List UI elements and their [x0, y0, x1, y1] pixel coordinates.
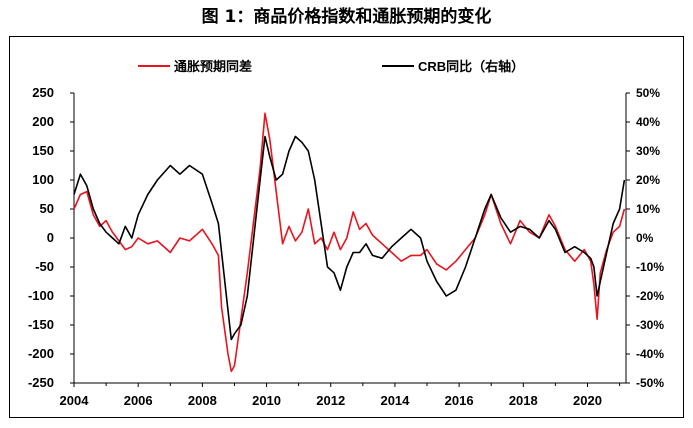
left-tick-label: 150	[32, 143, 54, 158]
left-tick-label: -200	[28, 346, 54, 361]
x-tick-label: 2006	[124, 393, 153, 408]
x-tick-label: 2014	[380, 393, 410, 408]
x-tick-label: 2010	[252, 393, 281, 408]
series-line-crb-yoy	[73, 135, 626, 341]
x-tick-label: 2020	[573, 393, 602, 408]
right-tick-label: -40%	[636, 347, 664, 361]
right-tick-label: -30%	[636, 318, 664, 332]
left-tick-label: -250	[28, 375, 54, 390]
left-tick-label: 250	[32, 85, 54, 100]
right-tick-label: -10%	[636, 260, 664, 274]
left-tick-label: 50	[40, 201, 54, 216]
x-tick-label: 2004	[60, 393, 90, 408]
right-tick-label: 30%	[636, 144, 660, 158]
right-tick-label: 10%	[636, 202, 660, 216]
left-tick-label: 0	[47, 230, 54, 245]
x-tick-label: 2016	[445, 393, 474, 408]
x-tick-label: 2012	[316, 393, 345, 408]
x-tick-label: 2018	[509, 393, 538, 408]
left-tick-label: -50	[35, 259, 54, 274]
left-tick-label: -150	[28, 317, 54, 332]
series-line-inflation-expectation	[73, 112, 626, 373]
chart-frame	[9, 36, 684, 418]
right-tick-label: -50%	[636, 376, 664, 390]
right-tick-label: 50%	[636, 86, 660, 100]
legend-label-inflation: 通胀预期同差	[174, 59, 252, 74]
left-tick-label: 200	[32, 114, 54, 129]
right-tick-label: 40%	[636, 115, 660, 129]
right-tick-label: 20%	[636, 173, 660, 187]
left-tick-label: -100	[28, 288, 54, 303]
right-tick-label: -20%	[636, 289, 664, 303]
right-tick-label: 0%	[636, 231, 654, 245]
chart-title: 图 1：商品价格指数和通胀预期的变化	[201, 7, 492, 27]
left-tick-label: 100	[32, 172, 54, 187]
legend-label-crb: CRB同比（右轴）	[418, 59, 524, 74]
x-tick-label: 2008	[188, 393, 217, 408]
